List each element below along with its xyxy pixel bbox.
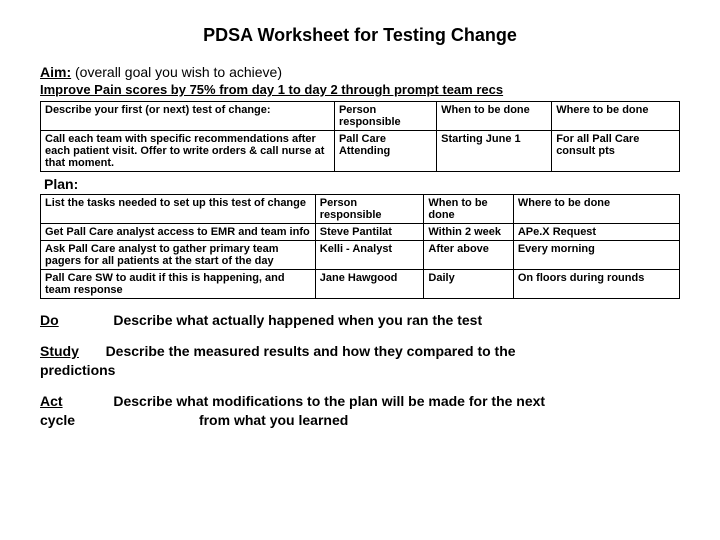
study-text: Describe the measured results and how th… xyxy=(106,343,516,359)
t1-header-person: Person responsible xyxy=(334,102,436,131)
plan-label: Plan: xyxy=(44,176,680,192)
t2-header-person: Person responsible xyxy=(315,195,424,224)
study-text2: predictions xyxy=(40,362,115,378)
t2-r1-tasks: Get Pall Care analyst access to EMR and … xyxy=(41,224,316,241)
do-text: Describe what actually happened when you… xyxy=(113,312,482,328)
act-label2: cycle xyxy=(40,412,75,428)
act-label: Act xyxy=(40,392,90,411)
t1-header-where: Where to be done xyxy=(552,102,680,131)
do-section: Do Describe what actually happened when … xyxy=(40,311,680,330)
t1-header-describe: Describe your first (or next) test of ch… xyxy=(41,102,335,131)
study-label: Study xyxy=(40,342,90,361)
t2-r1-when: Within 2 week xyxy=(424,224,513,241)
t2-r3-person: Jane Hawgood xyxy=(315,270,424,299)
improve-line: Improve Pain scores by 75% from day 1 to… xyxy=(40,82,680,97)
t2-r2-when: After above xyxy=(424,241,513,270)
aim-label: Aim: xyxy=(40,64,71,80)
t2-r1-where: APe.X Request xyxy=(513,224,679,241)
t2-header-where: Where to be done xyxy=(513,195,679,224)
page-title: PDSA Worksheet for Testing Change xyxy=(40,25,680,46)
t2-header-when: When to be done xyxy=(424,195,513,224)
study-section: Study Describe the measured results and … xyxy=(40,342,680,380)
t1-r1-when: Starting June 1 xyxy=(437,131,552,172)
plan-table: List the tasks needed to set up this tes… xyxy=(40,194,680,299)
t2-r2-person: Kelli - Analyst xyxy=(315,241,424,270)
t1-r1-where: For all Pall Care consult pts xyxy=(552,131,680,172)
t2-r1-person: Steve Pantilat xyxy=(315,224,424,241)
act-text: Describe what modifications to the plan … xyxy=(113,393,545,409)
t1-r1-describe: Call each team with specific recommendat… xyxy=(41,131,335,172)
t1-header-when: When to be done xyxy=(437,102,552,131)
aim-text: (overall goal you wish to achieve) xyxy=(71,64,282,80)
t2-r2-where: Every morning xyxy=(513,241,679,270)
t2-r2-tasks: Ask Pall Care analyst to gather primary … xyxy=(41,241,316,270)
act-text2: from what you learned xyxy=(79,412,348,428)
aim-line: Aim: (overall goal you wish to achieve) xyxy=(40,64,680,80)
t2-r3-where: On floors during rounds xyxy=(513,270,679,299)
t1-r1-person: Pall Care Attending xyxy=(334,131,436,172)
t2-r3-when: Daily xyxy=(424,270,513,299)
act-section: Act Describe what modifications to the p… xyxy=(40,392,680,430)
t2-header-tasks: List the tasks needed to set up this tes… xyxy=(41,195,316,224)
test-of-change-table: Describe your first (or next) test of ch… xyxy=(40,101,680,172)
t2-r3-tasks: Pall Care SW to audit if this is happeni… xyxy=(41,270,316,299)
do-label: Do xyxy=(40,311,90,330)
